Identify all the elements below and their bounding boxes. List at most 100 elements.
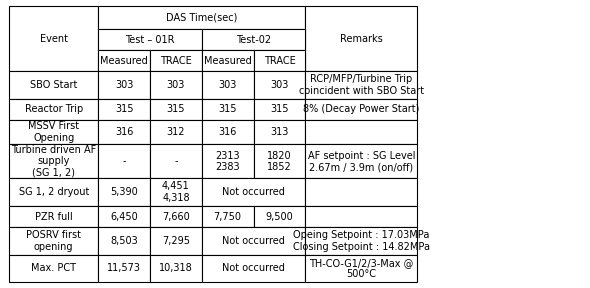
Bar xyxy=(99,206,150,227)
Bar xyxy=(9,178,99,206)
Text: 316: 316 xyxy=(218,127,237,137)
Text: 8,503: 8,503 xyxy=(110,236,138,246)
Bar xyxy=(99,29,202,50)
Text: Max. PCT: Max. PCT xyxy=(31,264,76,273)
Bar xyxy=(9,71,99,99)
Bar xyxy=(9,6,99,71)
Bar xyxy=(305,6,417,71)
Text: 5,390: 5,390 xyxy=(110,187,138,197)
Bar xyxy=(150,227,202,255)
Bar xyxy=(99,255,150,282)
Bar xyxy=(305,206,417,227)
Text: 9,500: 9,500 xyxy=(266,211,293,221)
Bar xyxy=(150,50,202,71)
Text: SG 1, 2 dryout: SG 1, 2 dryout xyxy=(18,187,89,197)
Text: SBO Start: SBO Start xyxy=(30,80,77,90)
Text: Not occurred: Not occurred xyxy=(222,236,285,246)
Text: 303: 303 xyxy=(270,80,289,90)
Bar xyxy=(202,178,305,206)
Text: TRACE: TRACE xyxy=(160,56,192,66)
Text: MSSV First
Opening: MSSV First Opening xyxy=(28,121,79,143)
Text: 303: 303 xyxy=(218,80,237,90)
Bar xyxy=(254,99,305,120)
Bar xyxy=(305,120,417,144)
Bar xyxy=(202,227,305,255)
Bar xyxy=(150,255,202,282)
Text: 7,295: 7,295 xyxy=(162,236,190,246)
Bar xyxy=(254,71,305,99)
Bar xyxy=(9,120,99,144)
Bar xyxy=(150,71,202,99)
Bar xyxy=(305,99,417,120)
Bar xyxy=(202,71,254,99)
Text: Reactor Trip: Reactor Trip xyxy=(25,105,83,114)
Text: 2313
2383: 2313 2383 xyxy=(215,151,240,172)
Text: 315: 315 xyxy=(218,105,237,114)
Bar xyxy=(99,71,150,99)
Text: 11,573: 11,573 xyxy=(107,264,141,273)
Text: Opeing Setpoint : 17.03MPa
Closing Setpoint : 14.82MPa: Opeing Setpoint : 17.03MPa Closing Setpo… xyxy=(293,230,430,252)
Bar xyxy=(150,206,202,227)
Text: PZR full: PZR full xyxy=(35,211,73,221)
Bar xyxy=(99,227,150,255)
Bar xyxy=(202,99,254,120)
Text: 316: 316 xyxy=(115,127,133,137)
Text: 1820
1852: 1820 1852 xyxy=(267,151,292,172)
Text: Test – 01R: Test – 01R xyxy=(125,35,175,45)
Text: RCP/MFP/Turbine Trip
coincident with SBO Start: RCP/MFP/Turbine Trip coincident with SBO… xyxy=(299,74,424,96)
Text: 312: 312 xyxy=(166,127,185,137)
Bar xyxy=(305,71,417,99)
Text: -: - xyxy=(174,156,178,166)
Bar xyxy=(254,50,305,71)
Text: 315: 315 xyxy=(166,105,185,114)
Bar xyxy=(99,144,150,178)
Bar xyxy=(202,206,254,227)
Bar xyxy=(202,144,254,178)
Text: DAS Time(sec): DAS Time(sec) xyxy=(166,12,238,22)
Bar xyxy=(254,144,305,178)
Text: Not occurred: Not occurred xyxy=(222,187,285,197)
Text: 4,451
4,318: 4,451 4,318 xyxy=(162,181,190,203)
Bar xyxy=(9,99,99,120)
Bar xyxy=(202,29,305,50)
Bar xyxy=(254,120,305,144)
Text: Not occurred: Not occurred xyxy=(222,264,285,273)
Bar xyxy=(99,6,305,29)
Bar xyxy=(9,227,99,255)
Text: 315: 315 xyxy=(270,105,289,114)
Bar xyxy=(305,255,417,282)
Text: 7,660: 7,660 xyxy=(162,211,190,221)
Bar xyxy=(202,255,305,282)
Text: POSRV first
opening: POSRV first opening xyxy=(26,230,81,252)
Text: Turbine driven AF
supply
(SG 1, 2): Turbine driven AF supply (SG 1, 2) xyxy=(11,145,96,178)
Bar xyxy=(305,227,417,255)
Bar xyxy=(305,144,417,178)
Text: 10,318: 10,318 xyxy=(159,264,193,273)
Bar xyxy=(254,206,305,227)
Text: Remarks: Remarks xyxy=(340,33,383,43)
Text: 7,750: 7,750 xyxy=(214,211,242,221)
Text: 315: 315 xyxy=(115,105,133,114)
Bar xyxy=(305,178,417,206)
Text: 8% (Decay Power Start): 8% (Decay Power Start) xyxy=(303,105,419,114)
Bar xyxy=(150,120,202,144)
Text: Event: Event xyxy=(40,33,68,43)
Bar xyxy=(99,50,150,71)
Bar xyxy=(99,178,150,206)
Bar xyxy=(202,120,254,144)
Bar xyxy=(9,206,99,227)
Text: TRACE: TRACE xyxy=(264,56,295,66)
Bar xyxy=(202,50,254,71)
Text: 313: 313 xyxy=(270,127,289,137)
Bar xyxy=(9,255,99,282)
Bar xyxy=(150,178,202,206)
Text: -: - xyxy=(123,156,126,166)
Bar xyxy=(150,99,202,120)
Text: 6,450: 6,450 xyxy=(110,211,138,221)
Text: Test-02: Test-02 xyxy=(236,35,271,45)
Text: AF setpoint : SG Level
2.67m / 3.9m (on/off): AF setpoint : SG Level 2.67m / 3.9m (on/… xyxy=(307,151,415,172)
Bar xyxy=(99,99,150,120)
Bar xyxy=(99,120,150,144)
Text: Measured: Measured xyxy=(100,56,148,66)
Text: 303: 303 xyxy=(115,80,133,90)
